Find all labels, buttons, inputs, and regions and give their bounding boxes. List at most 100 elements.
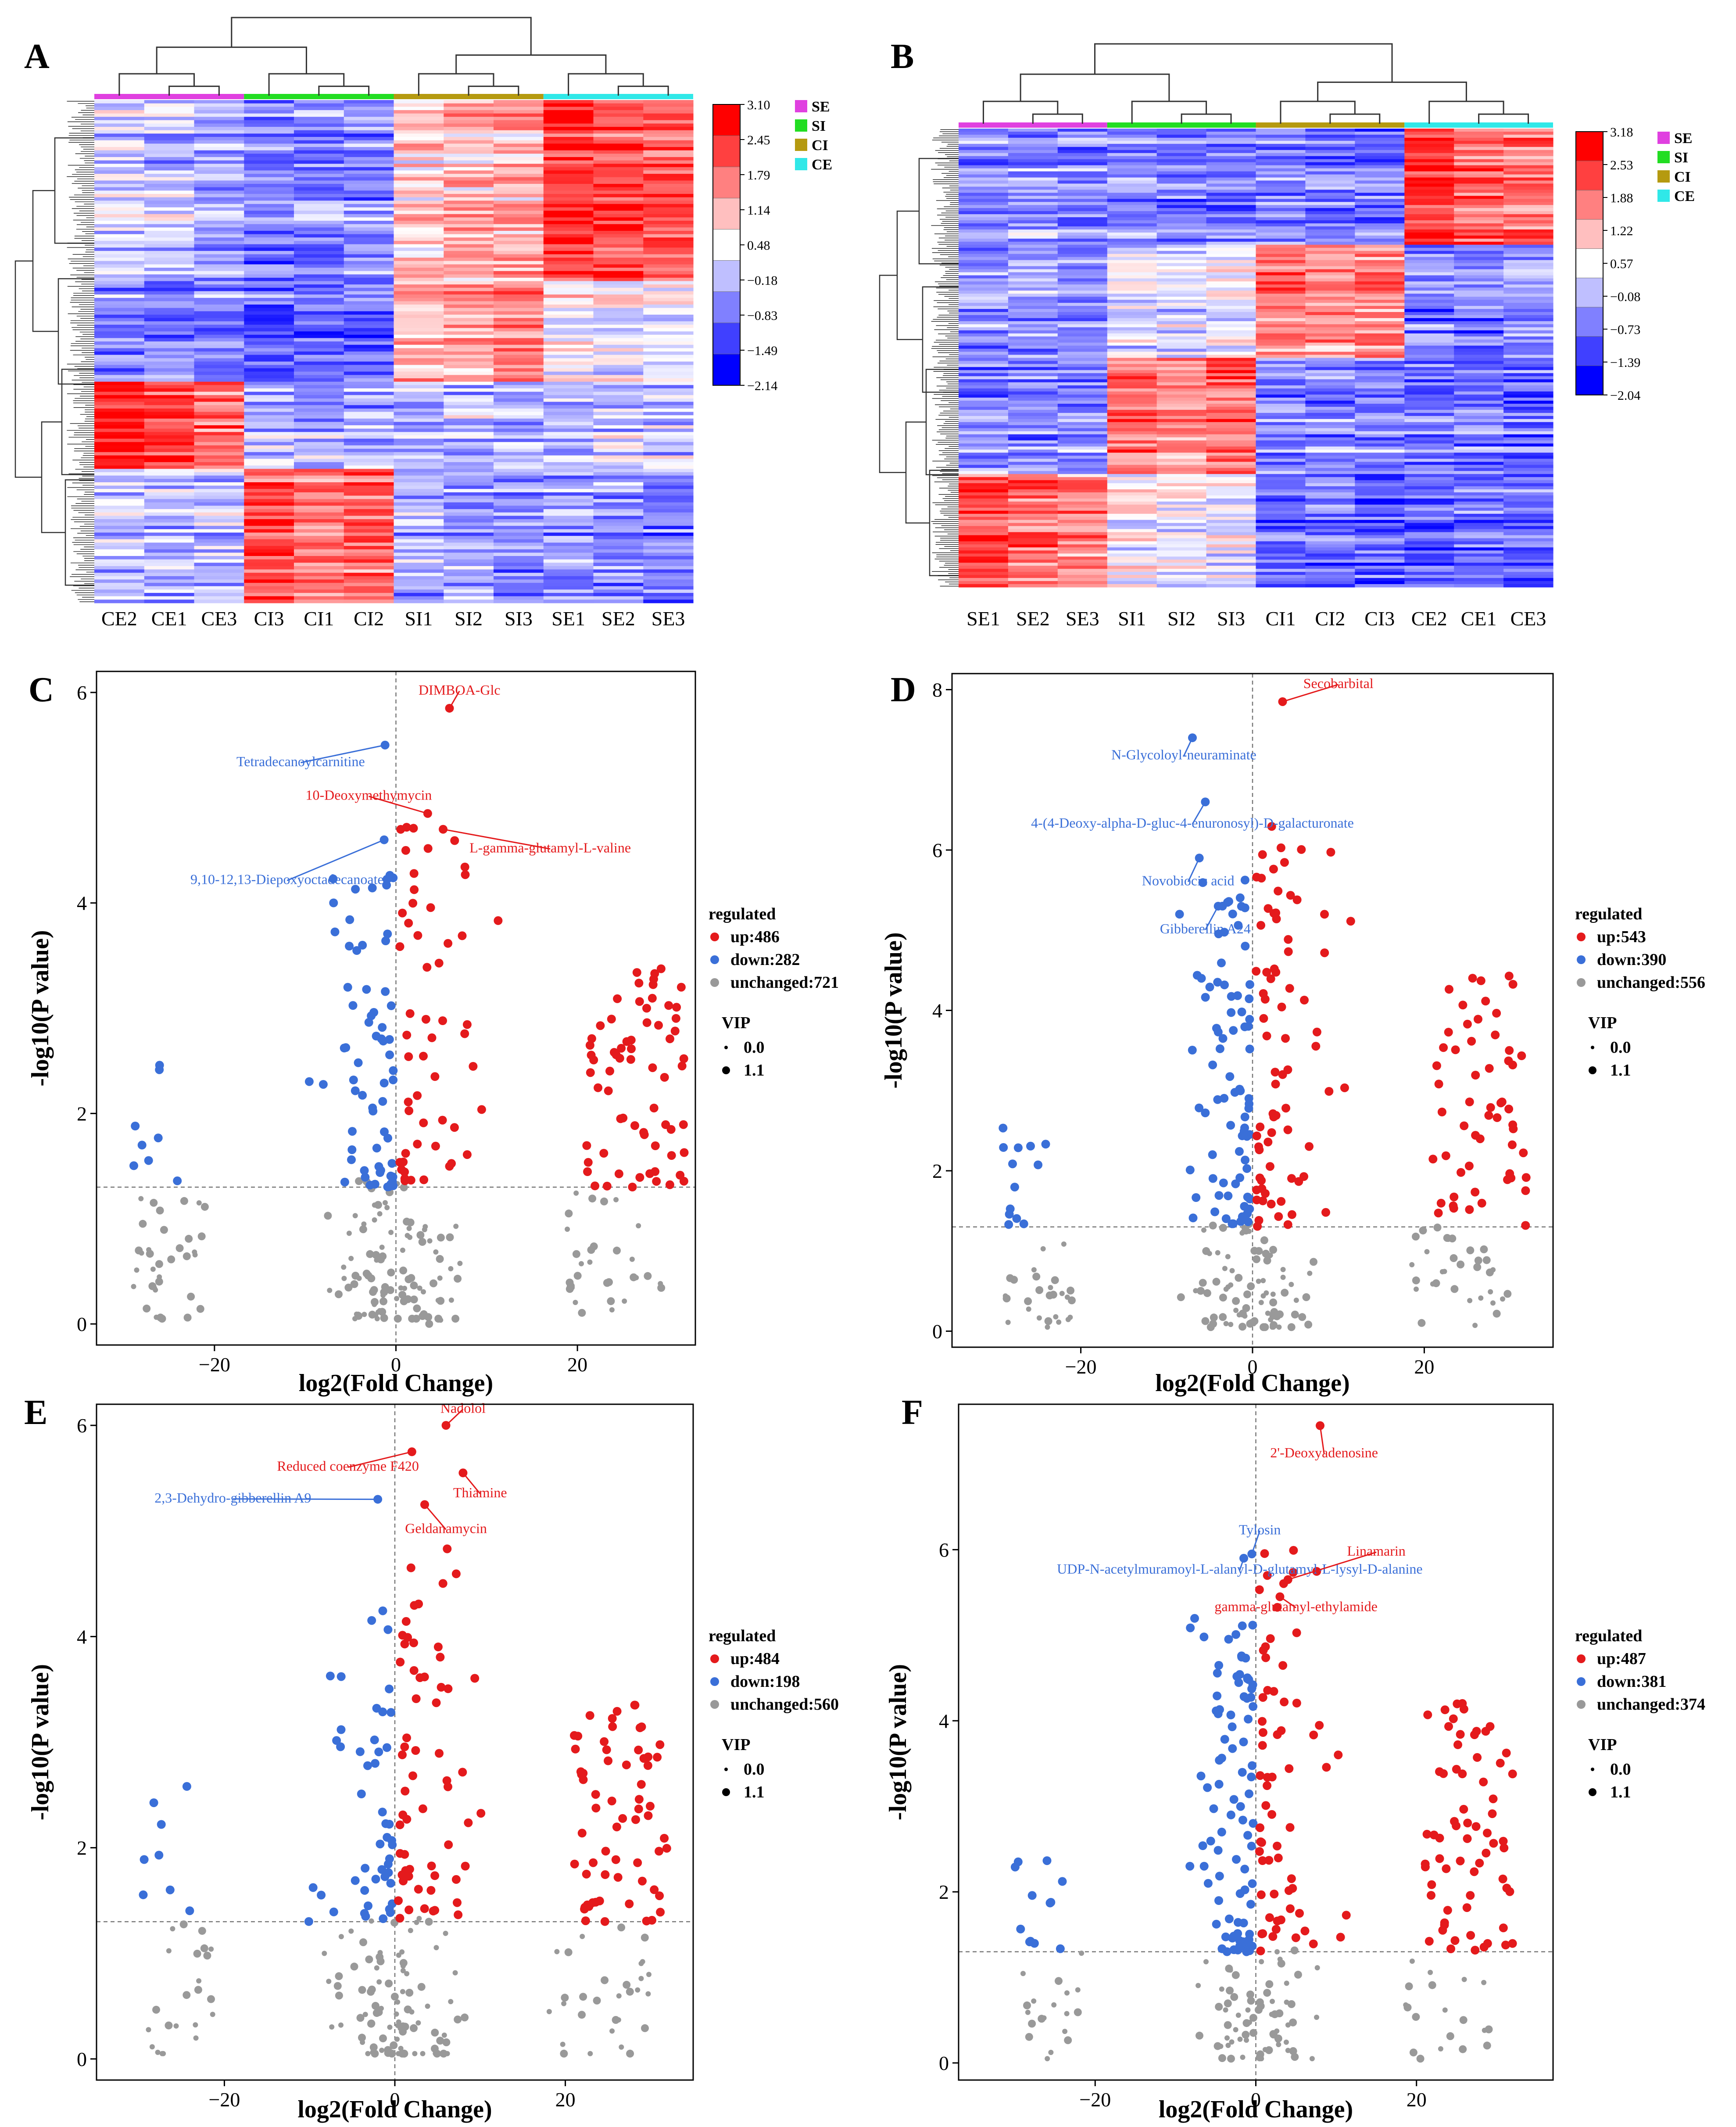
heatmap-cell <box>1454 281 1504 285</box>
heatmap-cell <box>144 415 195 419</box>
heatmap-cell <box>593 137 644 141</box>
up-point <box>1505 1169 1514 1178</box>
heatmap-cell <box>1256 327 1306 331</box>
down-point <box>1240 903 1249 912</box>
heatmap-cell <box>294 448 344 452</box>
heatmap-cell <box>593 318 644 322</box>
heatmap-cell <box>1008 287 1058 291</box>
heatmap-cell <box>1503 309 1553 312</box>
heatmap-cell <box>194 123 244 127</box>
heatmap-cell <box>1008 235 1058 239</box>
heatmap-cell <box>1008 572 1058 575</box>
heatmap-cell <box>294 284 344 288</box>
heatmap-cell <box>1156 287 1207 291</box>
heatmap-cell <box>294 459 344 463</box>
heatmap-cell <box>543 573 594 577</box>
heatmap-cell <box>444 516 494 520</box>
heatmap-cell <box>543 445 594 449</box>
heatmap-cell <box>1454 422 1504 426</box>
heatmap-cell <box>1206 193 1256 196</box>
heatmap-cell <box>444 315 494 319</box>
legend-marker <box>710 978 719 987</box>
heatmap-cell <box>344 251 394 255</box>
heatmap-cell <box>1156 174 1207 178</box>
heatmap-cell <box>1008 339 1058 343</box>
heatmap-cell <box>294 549 344 553</box>
up-point <box>666 1034 674 1044</box>
heatmap-cell <box>244 472 294 476</box>
heatmap-cell <box>144 123 195 127</box>
heatmap-cell <box>294 244 344 248</box>
heatmap-cell <box>94 217 145 221</box>
down-point <box>999 1143 1008 1152</box>
heatmap-cell <box>394 268 444 272</box>
heatmap-cell <box>494 133 544 137</box>
heatmap-cell <box>1503 401 1553 404</box>
up-point <box>1262 1031 1271 1040</box>
heatmap-cell <box>194 428 244 432</box>
heatmap-cell <box>244 113 294 117</box>
heatmap-cell <box>1503 370 1553 373</box>
heatmap-cell <box>1454 269 1504 273</box>
heatmap-cell <box>1503 355 1553 359</box>
heatmap-cell <box>144 506 195 509</box>
heatmap-cell <box>294 120 344 124</box>
unchanged-point <box>139 1250 144 1256</box>
heatmap-cell <box>1256 370 1306 373</box>
heatmap-cell <box>144 281 195 285</box>
panel-letter: A <box>24 37 50 76</box>
heatmap-cell <box>144 157 195 161</box>
heatmap-cell <box>643 428 694 432</box>
heatmap-cell <box>1057 168 1108 172</box>
heatmap-cell <box>344 315 394 319</box>
heatmap-cell <box>444 452 494 456</box>
heatmap-cell <box>1008 401 1058 404</box>
down-point <box>348 1127 357 1136</box>
heatmap-cell <box>1305 281 1355 285</box>
heatmap-cell <box>1305 468 1355 471</box>
heatmap-cell <box>1256 566 1306 569</box>
heatmap-cell <box>394 214 444 218</box>
heatmap-cell <box>444 140 494 144</box>
heatmap-cell <box>1404 294 1454 297</box>
heatmap-cell <box>194 334 244 338</box>
heatmap-cell <box>1404 370 1454 373</box>
heatmap-cell <box>144 341 195 345</box>
down-point <box>1235 893 1245 902</box>
heatmap-cell <box>1057 272 1108 276</box>
unchanged-point <box>1250 1247 1259 1255</box>
heatmap-cell <box>1404 489 1454 493</box>
heatmap-cell <box>1305 180 1355 184</box>
heatmap-cell <box>593 368 644 372</box>
heatmap-cell <box>444 385 494 389</box>
heatmap-cell <box>1256 483 1306 487</box>
heatmap-cell <box>444 294 494 298</box>
heatmap-cell <box>194 321 244 325</box>
heatmap-cell <box>144 355 195 359</box>
heatmap-cell <box>1404 361 1454 365</box>
heatmap-cell <box>1355 229 1405 233</box>
up-point <box>408 899 418 908</box>
heatmap-cell <box>244 130 294 134</box>
heatmap-cell <box>244 519 294 523</box>
heatmap-cell <box>1503 165 1553 169</box>
heatmap-cell <box>959 529 1009 533</box>
unchanged-point <box>457 1261 463 1266</box>
heatmap-cell <box>1107 523 1157 527</box>
heatmap-cell <box>1008 297 1058 300</box>
heatmap-cell <box>344 408 394 412</box>
up-point <box>1297 845 1306 854</box>
heatmap-cell <box>1454 223 1504 227</box>
heatmap-cell <box>1404 569 1454 572</box>
heatmap-cell <box>194 448 244 452</box>
heatmap-cell <box>344 211 394 215</box>
heatmap-cell <box>1008 336 1058 340</box>
heatmap-cell <box>643 522 694 526</box>
heatmap-cell <box>1156 401 1207 404</box>
heatmap-cell <box>1156 452 1207 456</box>
heatmap-cell <box>1057 553 1108 557</box>
heatmap-cell <box>394 187 444 191</box>
heatmap-cell <box>1404 437 1454 441</box>
heatmap-cell <box>194 207 244 211</box>
heatmap-cell <box>94 539 145 543</box>
